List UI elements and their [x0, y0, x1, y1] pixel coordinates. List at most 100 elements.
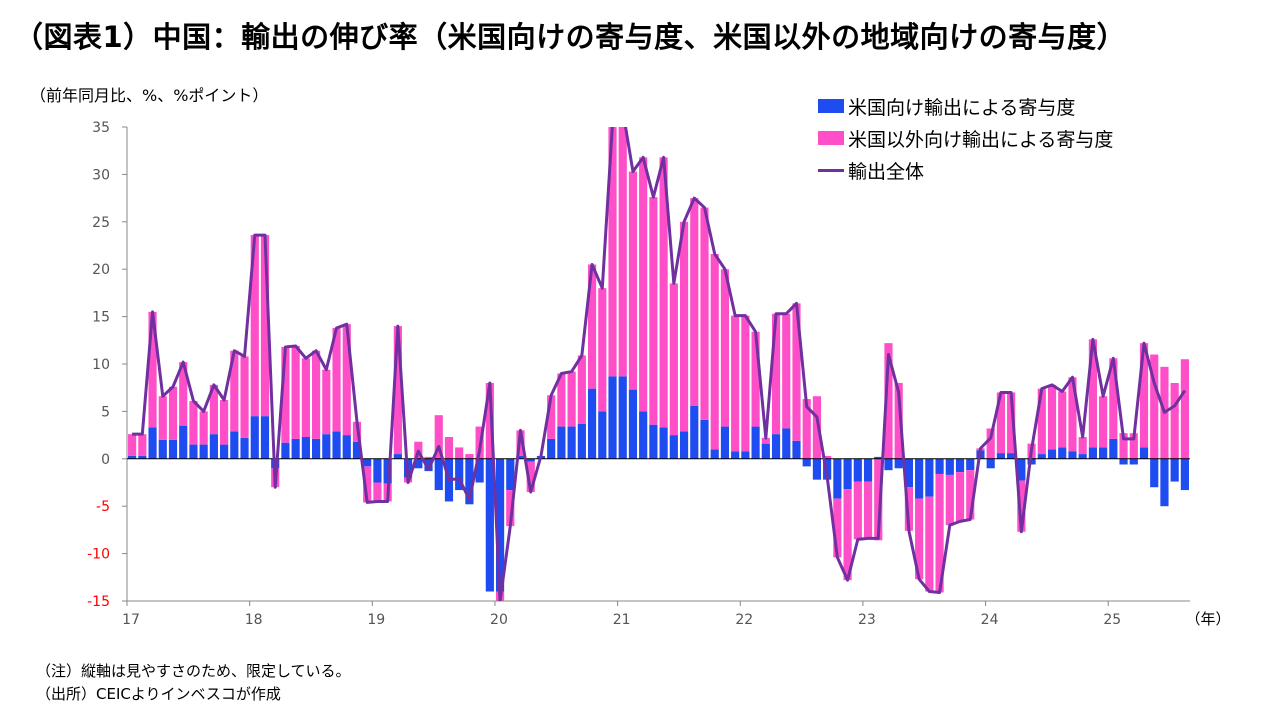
bar-other	[884, 343, 893, 459]
bar-us	[884, 458, 893, 471]
bar-other	[557, 373, 566, 427]
bar-other	[209, 384, 218, 435]
bar-us	[1129, 458, 1138, 465]
bar-other	[158, 396, 167, 440]
bar-other	[894, 382, 903, 459]
bar-other	[863, 481, 873, 539]
bar-us	[955, 458, 965, 473]
bar-other	[1109, 358, 1118, 439]
bar-other	[741, 315, 750, 452]
bar-us	[915, 458, 924, 499]
y-axis-unit-label: （前年同月比、%、%ポイント）	[30, 86, 269, 105]
y-tick-label: 15	[92, 310, 110, 326]
bar-us	[751, 426, 760, 459]
bar-other	[731, 315, 740, 452]
bar-us	[812, 458, 822, 480]
bar-other	[363, 466, 372, 503]
bar-us	[240, 437, 249, 459]
bar-other	[659, 157, 668, 428]
y-tick-label: -15	[87, 594, 110, 610]
bar-other	[1078, 437, 1087, 455]
bar-other	[669, 283, 678, 436]
y-tick-label: 25	[92, 215, 110, 231]
bar-other	[996, 392, 1005, 454]
bar-us	[853, 458, 862, 482]
bar-us	[1017, 458, 1026, 481]
y-tick-label: -5	[96, 499, 110, 515]
bar-us	[230, 431, 239, 459]
bar-other	[1119, 433, 1128, 459]
bar-other	[1017, 480, 1026, 532]
bar-other	[444, 437, 454, 459]
bar-us	[138, 455, 147, 459]
y-tick-label: 0	[101, 452, 110, 468]
bar-us	[1150, 458, 1159, 488]
source-note: （出所）CEICよりインベスコが作成	[36, 685, 281, 703]
legend-swatch-total	[818, 168, 844, 172]
bar-us	[679, 431, 689, 459]
bar-other	[179, 362, 188, 426]
bars-layer	[128, 127, 1189, 601]
bar-other	[291, 345, 300, 439]
bar-other	[567, 371, 576, 427]
footnote: （注）縦軸は見やすさのため、限定している。	[36, 662, 351, 680]
bar-us	[649, 424, 658, 459]
bar-us	[516, 455, 525, 459]
bar-us	[322, 434, 331, 459]
bar-us	[1047, 449, 1057, 459]
bar-other	[618, 127, 627, 377]
bar-us	[1007, 453, 1016, 459]
bar-us	[690, 405, 699, 459]
bar-us	[475, 458, 484, 483]
bar-us	[158, 439, 167, 459]
bar-other	[1129, 433, 1138, 459]
bar-other	[1007, 392, 1016, 454]
bar-other	[720, 269, 730, 427]
bar-us	[925, 458, 934, 497]
bar-us	[1027, 458, 1036, 465]
bar-us	[312, 438, 321, 459]
bar-other	[690, 198, 699, 406]
bar-other	[168, 386, 178, 440]
bar-us	[700, 419, 709, 459]
legend-item-other: 米国以外向け輸出による寄与度	[818, 122, 1113, 154]
bar-other	[230, 350, 239, 432]
bar-other	[598, 288, 607, 412]
bar-us	[434, 458, 443, 491]
bar-other	[393, 326, 402, 455]
bar-other	[812, 396, 822, 459]
bar-other	[945, 474, 954, 526]
bar-other	[792, 303, 801, 441]
bar-other	[342, 324, 351, 436]
bar-us	[577, 423, 586, 459]
bar-other	[1058, 391, 1067, 448]
bar-us	[587, 388, 597, 459]
bar-us	[1170, 458, 1179, 482]
bar-us	[506, 458, 515, 491]
bar-us	[220, 444, 229, 459]
bar-us	[904, 458, 914, 488]
bar-us	[639, 411, 648, 459]
bar-us	[168, 439, 178, 459]
bar-us	[1139, 447, 1149, 459]
bar-us	[260, 416, 270, 459]
bar-us	[1088, 447, 1097, 459]
bar-us	[1160, 458, 1169, 507]
bar-us	[802, 458, 811, 467]
bar-other	[639, 157, 648, 412]
bar-us	[669, 435, 678, 459]
bar-us	[1068, 451, 1077, 459]
bar-us	[863, 458, 873, 482]
bar-other	[220, 400, 229, 445]
bar-other	[608, 127, 617, 377]
bar-us	[393, 454, 402, 459]
bar-us	[342, 435, 351, 459]
legend-item-total: 輸出全体	[818, 154, 1113, 186]
bar-us	[608, 376, 617, 459]
legend: 米国向け輸出による寄与度 米国以外向け輸出による寄与度 輸出全体	[818, 90, 1113, 186]
bar-us	[761, 443, 770, 459]
bar-other	[935, 473, 944, 593]
bar-us	[598, 411, 607, 459]
x-tick-label: 18	[245, 612, 263, 628]
bar-other	[843, 489, 852, 581]
